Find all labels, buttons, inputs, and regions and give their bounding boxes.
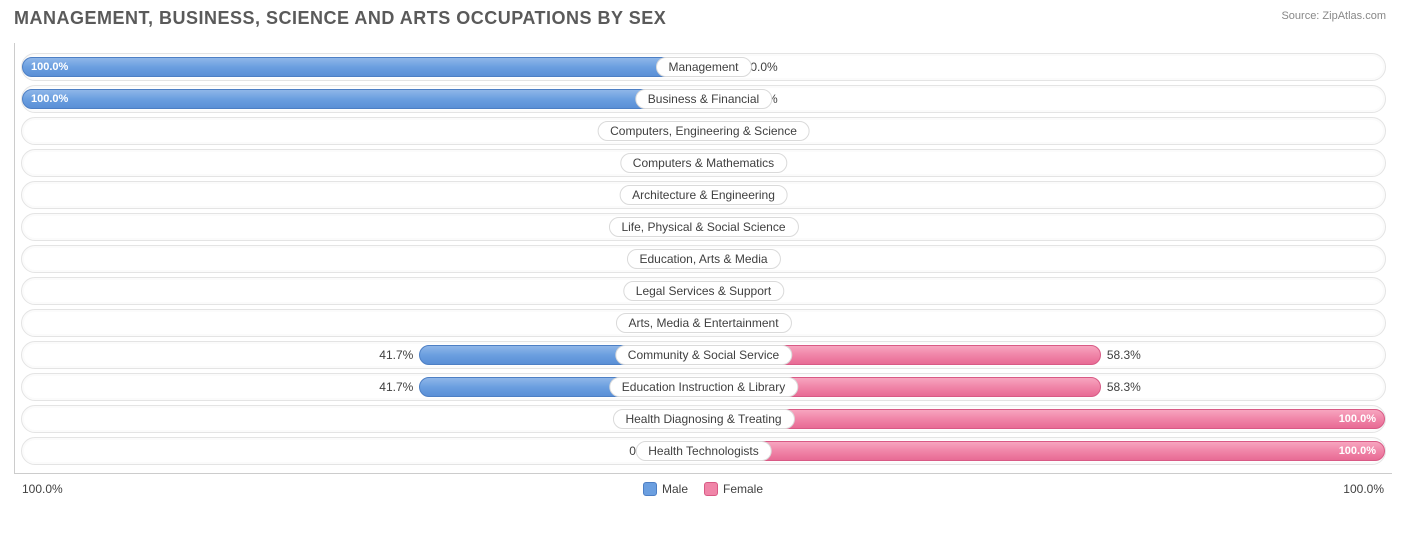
chart-title: MANAGEMENT, BUSINESS, SCIENCE AND ARTS O…: [14, 8, 1392, 29]
category-label: Health Technologists: [635, 441, 772, 461]
male-half: 0.0%: [22, 246, 704, 272]
female-bar: 100.0%: [704, 441, 1386, 461]
chart-row: 0.0% 100.0% Health Diagnosing & Treating: [21, 405, 1386, 433]
female-value-label: 58.3%: [1107, 348, 1141, 362]
legend-item-male: Male: [643, 482, 688, 496]
axis-right-label: 100.0%: [1343, 482, 1384, 496]
chart-row: 0.0%0.0%Architecture & Engineering: [21, 181, 1386, 209]
female-half: 0.0%: [704, 150, 1386, 176]
chart-plot-area: 100.0%0.0%Management100.0%0.0%Business &…: [14, 43, 1392, 474]
female-half: 0.0%: [704, 54, 1386, 80]
category-label: Computers, Engineering & Science: [597, 121, 810, 141]
male-half: 0.0%: [22, 406, 704, 432]
male-bar: 100.0%: [22, 89, 704, 109]
category-label: Management: [655, 57, 751, 77]
female-value-label: 58.3%: [1107, 380, 1141, 394]
chart-row: 0.0%0.0%Legal Services & Support: [21, 277, 1386, 305]
female-value-inside: 100.0%: [1339, 445, 1376, 457]
female-half: 58.3%: [704, 374, 1386, 400]
category-label: Architecture & Engineering: [619, 185, 788, 205]
axis-legend-row: 100.0% Male Female 100.0%: [14, 478, 1392, 496]
male-value-inside: 100.0%: [31, 61, 68, 73]
female-half: 0.0%: [704, 86, 1386, 112]
male-value-label: 41.7%: [379, 380, 413, 394]
chart-row: 0.0%0.0%Computers & Mathematics: [21, 149, 1386, 177]
legend-female-label: Female: [723, 482, 763, 496]
female-half: 0.0%: [704, 310, 1386, 336]
male-half: 41.7%: [22, 342, 704, 368]
female-value-inside: 100.0%: [1339, 413, 1376, 425]
axis-left-label: 100.0%: [22, 482, 63, 496]
legend: Male Female: [643, 482, 763, 496]
category-label: Arts, Media & Entertainment: [615, 313, 791, 333]
male-half: 0.0%: [22, 182, 704, 208]
male-half: 41.7%: [22, 374, 704, 400]
chart-row: 0.0%0.0%Education, Arts & Media: [21, 245, 1386, 273]
male-half: 0.0%: [22, 438, 704, 464]
male-half: 0.0%: [22, 150, 704, 176]
category-label: Computers & Mathematics: [620, 153, 787, 173]
male-value-inside: 100.0%: [31, 93, 68, 105]
female-half: 58.3%: [704, 342, 1386, 368]
category-label: Education Instruction & Library: [609, 377, 798, 397]
female-half: 0.0%: [704, 278, 1386, 304]
category-label: Life, Physical & Social Science: [608, 217, 798, 237]
chart-row: 0.0% 100.0% Health Technologists: [21, 437, 1386, 465]
category-label: Legal Services & Support: [623, 281, 784, 301]
male-half: 0.0%: [22, 214, 704, 240]
male-swatch-icon: [643, 482, 657, 496]
category-label: Business & Financial: [635, 89, 772, 109]
chart-row: 100.0% 0.0%Management: [21, 53, 1386, 81]
male-value-label: 41.7%: [379, 348, 413, 362]
female-half: 0.0%: [704, 246, 1386, 272]
source-attribution: Source: ZipAtlas.com: [1281, 10, 1386, 22]
chart-row: 41.7% 58.3% Community & Social Service: [21, 341, 1386, 369]
female-value-label: 0.0%: [750, 60, 777, 74]
category-label: Community & Social Service: [615, 345, 792, 365]
category-label: Education, Arts & Media: [626, 249, 780, 269]
chart-row: 41.7% 58.3% Education Instruction & Librar…: [21, 373, 1386, 401]
female-swatch-icon: [704, 482, 718, 496]
chart-row: 100.0% 0.0%Business & Financial: [21, 85, 1386, 113]
chart-row: 0.0%0.0%Arts, Media & Entertainment: [21, 309, 1386, 337]
female-half: 100.0%: [704, 438, 1386, 464]
chart-row: 0.0%0.0%Life, Physical & Social Science: [21, 213, 1386, 241]
chart-row: 0.0%0.0%Computers, Engineering & Science: [21, 117, 1386, 145]
male-bar: 100.0%: [22, 57, 704, 77]
male-half: 0.0%: [22, 310, 704, 336]
category-label: Health Diagnosing & Treating: [612, 409, 794, 429]
male-half: 0.0%: [22, 278, 704, 304]
female-half: 0.0%: [704, 182, 1386, 208]
male-half: 100.0%: [22, 86, 704, 112]
female-half: 100.0%: [704, 406, 1386, 432]
legend-male-label: Male: [662, 482, 688, 496]
female-bar: 100.0%: [704, 409, 1386, 429]
legend-item-female: Female: [704, 482, 763, 496]
male-half: 100.0%: [22, 54, 704, 80]
female-half: 0.0%: [704, 214, 1386, 240]
